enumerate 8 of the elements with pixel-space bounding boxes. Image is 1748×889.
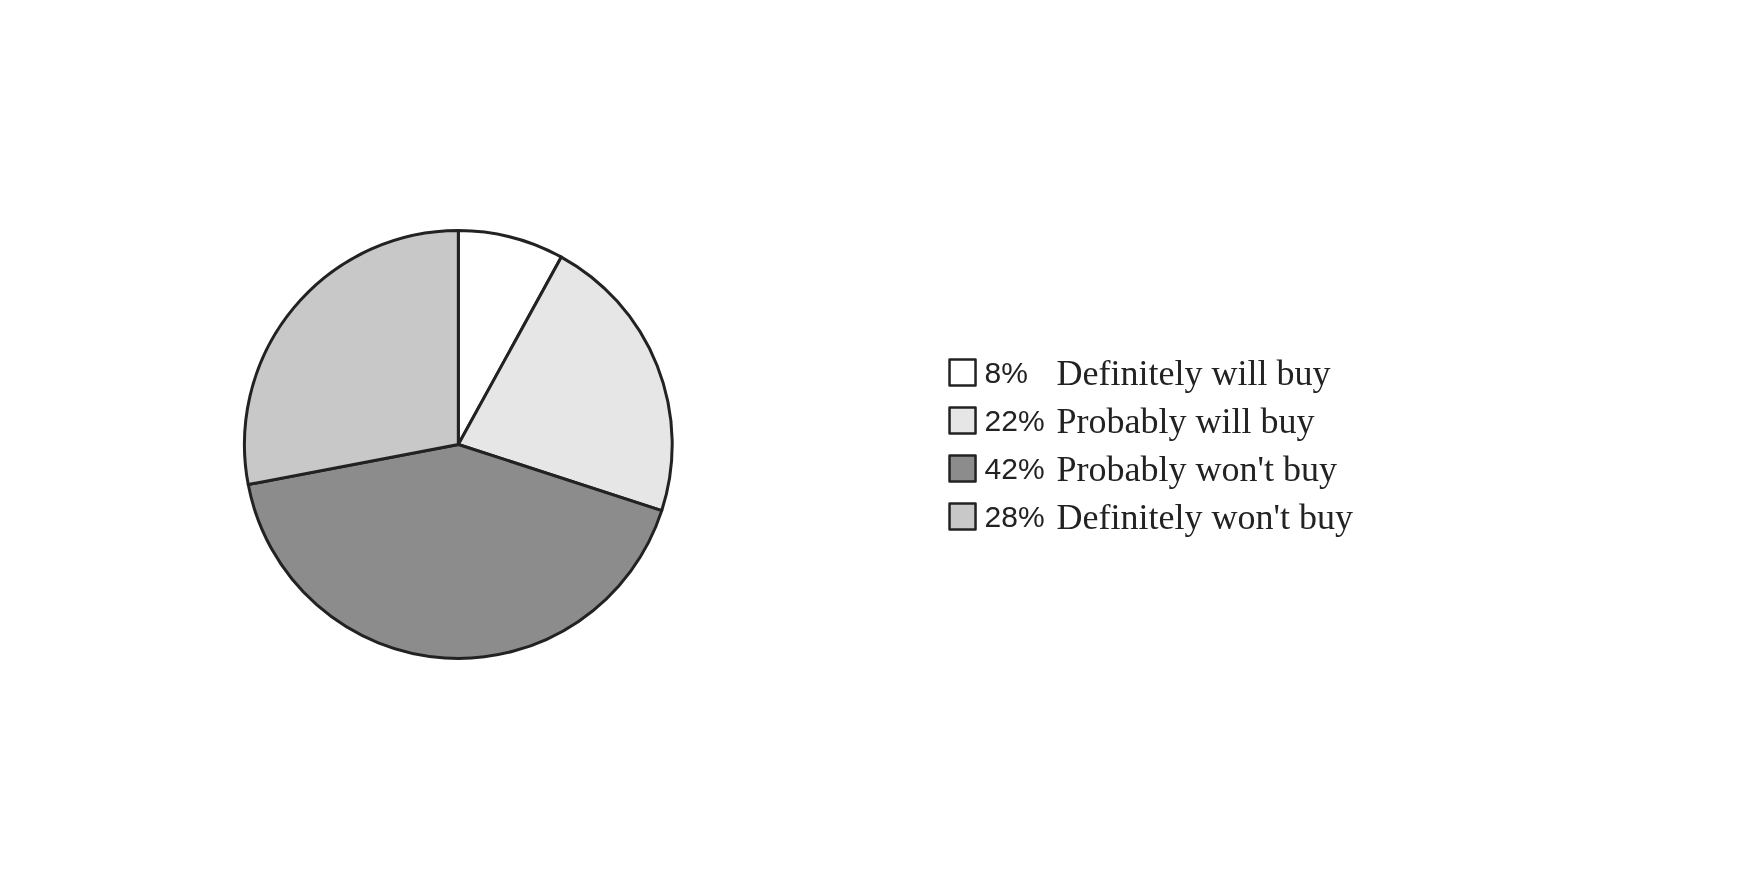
data-label: 28%	[984, 500, 1045, 533]
data-label: 22%	[984, 404, 1045, 437]
legend-label: Probably will buy	[1056, 400, 1315, 441]
legend-label: Probably won't buy	[1056, 448, 1338, 489]
data-label: 8%	[984, 356, 1028, 389]
legend-label: Definitely won't buy	[1056, 496, 1353, 537]
data-label: 42%	[984, 452, 1045, 485]
legend-label: Definitely will buy	[1056, 352, 1331, 393]
